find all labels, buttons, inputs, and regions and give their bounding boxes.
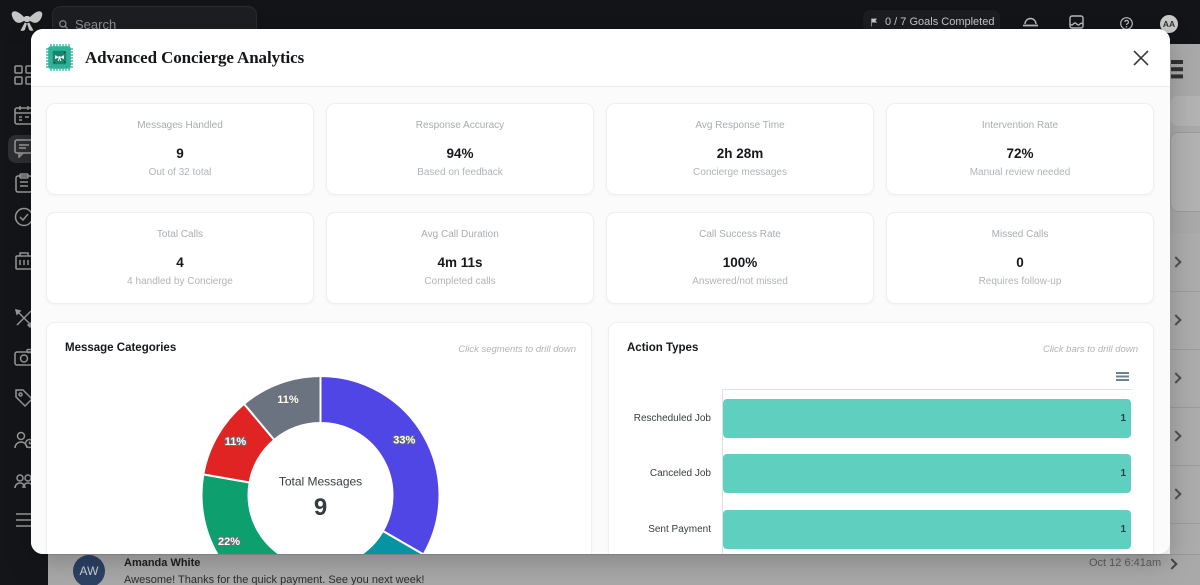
svg-text:9: 9 <box>314 494 327 521</box>
svg-text:Total Messages: Total Messages <box>279 475 362 489</box>
svg-text:11%: 11% <box>277 394 299 406</box>
svg-text:11%: 11% <box>225 436 247 448</box>
svg-text:33%: 33% <box>393 435 415 447</box>
svg-text:22%: 22% <box>218 536 240 548</box>
